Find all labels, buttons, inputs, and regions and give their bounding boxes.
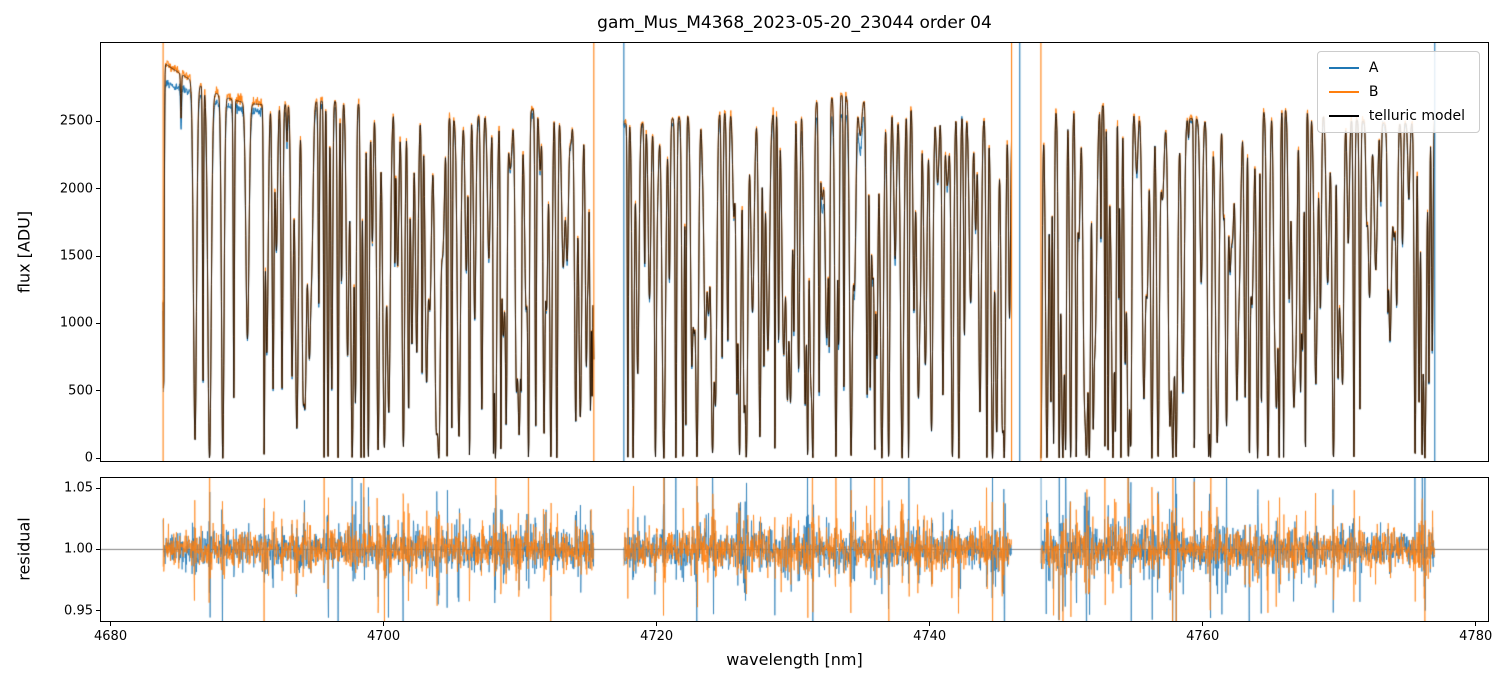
x-tick-mark <box>110 622 112 626</box>
flux-y-tick-mark <box>96 322 100 324</box>
residual-y-tick-label: 1.05 <box>64 480 93 496</box>
x-axis-label: wavelength [nm] <box>726 650 863 669</box>
x-tick-label: 4680 <box>94 629 128 644</box>
flux-y-tick-label: 2000 <box>59 181 93 197</box>
x-tick-label: 4780 <box>1459 629 1493 644</box>
residual-panel <box>100 477 1489 622</box>
flux-y-tick-label: 500 <box>68 383 93 399</box>
legend-label: A <box>1368 60 1379 76</box>
flux-y-tick-label: 0 <box>84 450 93 466</box>
x-tick-mark <box>656 622 658 626</box>
x-tick-label: 4760 <box>1186 629 1220 644</box>
flux-y-tick-mark <box>96 188 100 190</box>
legend-label: B <box>1368 84 1379 100</box>
x-tick-mark <box>1475 622 1477 626</box>
residual-y-tick-mark <box>96 610 100 612</box>
residual-y-tick-label: 1.00 <box>64 541 93 557</box>
flux-y-tick-mark <box>96 457 100 459</box>
legend-entry-a: A <box>1328 60 1465 76</box>
residual-axis-label: residual <box>14 517 34 581</box>
legend-entry-telluric-model: telluric model <box>1328 108 1465 124</box>
x-tick-label: 4700 <box>367 629 401 644</box>
flux-y-tick-label: 1500 <box>59 248 93 264</box>
flux-y-tick-mark <box>96 120 100 122</box>
flux-y-tick-label: 2500 <box>59 113 93 129</box>
residual-y-tick-label: 0.95 <box>64 603 93 619</box>
flux-y-tick-mark <box>96 255 100 257</box>
legend-label: telluric model <box>1368 108 1465 124</box>
residual-y-tick-mark <box>96 487 100 489</box>
flux-axis-label: flux [ADU] <box>14 210 34 294</box>
x-tick-label: 4740 <box>913 629 947 644</box>
x-tick-mark <box>929 622 931 626</box>
x-tick-mark <box>383 622 385 626</box>
x-tick-mark <box>1202 622 1204 626</box>
flux-plot-canvas <box>101 43 1488 461</box>
x-tick-label: 4720 <box>640 629 674 644</box>
residual-y-tick-mark <box>96 548 100 550</box>
plot-title: gam_Mus_M4368_2023-05-20_23044 order 04 <box>597 13 992 33</box>
legend-line-swatch <box>1328 67 1359 69</box>
flux-y-tick-label: 1000 <box>59 315 93 331</box>
flux-y-tick-mark <box>96 390 100 392</box>
legend-line-swatch <box>1328 115 1359 117</box>
residual-plot-canvas <box>101 478 1488 621</box>
legend-line-swatch <box>1328 91 1359 93</box>
legend-entry-b: B <box>1328 84 1465 100</box>
